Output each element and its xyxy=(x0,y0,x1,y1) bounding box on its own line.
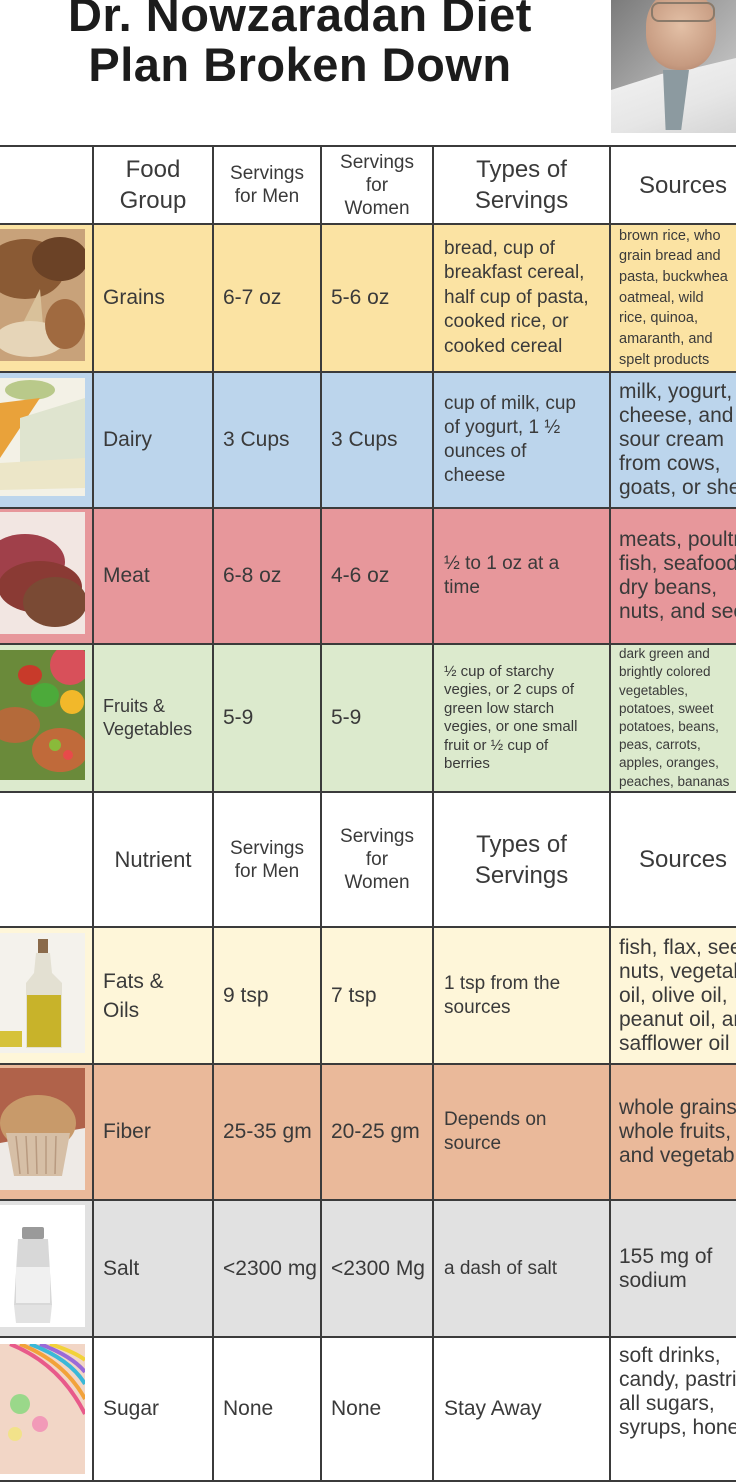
row-name: Fats & Oils xyxy=(92,926,214,1065)
grains-image xyxy=(0,223,94,373)
row-women: 3 Cups xyxy=(320,371,434,509)
header-servings-women: Servings for Women xyxy=(320,791,434,928)
table-row-dairy: Dairy 3 Cups 3 Cups cup of milk, cup of … xyxy=(0,371,736,509)
row-women: 5-9 xyxy=(320,643,434,793)
title-line-2: Plan Broken Down xyxy=(88,38,512,91)
fiber-image xyxy=(0,1063,94,1201)
header-servings-women: Servings for Women xyxy=(320,145,434,225)
row-men: 3 Cups xyxy=(212,371,322,509)
table-row-salt: Salt <2300 mg <2300 Mg a dash of salt 15… xyxy=(0,1199,736,1338)
header-servings-men: Servings for Men xyxy=(212,791,322,928)
table-row-meat: Meat 6-8 oz 4-6 oz ½ to 1 oz at a time m… xyxy=(0,507,736,645)
row-sources: milk, yogurt, cheese, and sour cream fro… xyxy=(609,371,736,509)
row-name: Fiber xyxy=(92,1063,214,1201)
row-women: 7 tsp xyxy=(320,926,434,1065)
header-food-group: Food Group xyxy=(92,145,214,225)
salt-image xyxy=(0,1199,94,1338)
row-name: Grains xyxy=(92,223,214,373)
doctor-photo xyxy=(611,0,736,133)
row-types: bread, cup of breakfast cereal, half cup… xyxy=(432,223,611,373)
row-types: ½ to 1 oz at a time xyxy=(432,507,611,645)
header-sources: Sources xyxy=(609,145,736,225)
row-name: Salt xyxy=(92,1199,214,1338)
page-title: Dr. Nowzaradan Diet Plan Broken Down xyxy=(0,0,600,90)
row-women: None xyxy=(320,1336,434,1482)
sugar-image xyxy=(0,1336,94,1482)
candy-icon xyxy=(0,1342,87,1474)
doctor-glasses xyxy=(651,2,715,22)
row-men: 9 tsp xyxy=(212,926,322,1065)
row-types: Depends on source xyxy=(432,1063,611,1201)
title-line-1: Dr. Nowzaradan Diet xyxy=(68,0,532,41)
row-sources: fish, flax, seed nuts, vegetab oil, oliv… xyxy=(609,926,736,1065)
row-men: 6-8 oz xyxy=(212,507,322,645)
dairy-cheese-icon xyxy=(0,378,85,496)
row-sources: brown rice, who grain bread and pasta, b… xyxy=(609,223,736,373)
header-types-of-servings: Types of Servings xyxy=(432,791,611,928)
table-row-fruits-vegetables: Fruits & Vegetables 5-9 5-9 ½ cup of sta… xyxy=(0,643,736,793)
row-men: 6-7 oz xyxy=(212,223,322,373)
table-row-fats-oils: Fats & Oils 9 tsp 7 tsp 1 tsp from the s… xyxy=(0,926,736,1065)
row-name: Fruits & Vegetables xyxy=(92,643,214,793)
row-men: <2300 mg xyxy=(212,1199,322,1338)
row-women: 4-6 oz xyxy=(320,507,434,645)
fruits-vegetables-image xyxy=(0,643,94,793)
row-sources: soft drinks, candy, pastrie all sugars, … xyxy=(609,1336,736,1482)
row-women: 5-6 oz xyxy=(320,223,434,373)
header-image-cell xyxy=(0,145,94,225)
header-nutrient: Nutrient xyxy=(92,791,214,928)
table-row-sugar: Sugar None None Stay Away soft drinks, c… xyxy=(0,1336,736,1482)
header-sources: Sources xyxy=(609,791,736,928)
row-women: <2300 Mg xyxy=(320,1199,434,1338)
row-name: Dairy xyxy=(92,371,214,509)
row-types: Stay Away xyxy=(432,1336,611,1482)
meat-image xyxy=(0,507,94,645)
fats-oils-image xyxy=(0,926,94,1065)
row-name: Meat xyxy=(92,507,214,645)
table-row-grains: Grains 6-7 oz 5-6 oz bread, cup of break… xyxy=(0,223,736,373)
row-sources: meats, poultry fish, seafood, dry beans,… xyxy=(609,507,736,645)
table-row-fiber: Fiber 25-35 gm 20-25 gm Depends on sourc… xyxy=(0,1063,736,1201)
row-men: 5-9 xyxy=(212,643,322,793)
muffin-icon xyxy=(0,1068,85,1190)
header-servings-men: Servings for Men xyxy=(212,145,322,225)
meat-steak-icon xyxy=(0,512,87,634)
row-men: 25-35 gm xyxy=(212,1063,322,1201)
row-name: Sugar xyxy=(92,1336,214,1482)
row-sources: 155 mg of sodium xyxy=(609,1199,736,1338)
diet-table: Food Group Servings for Men Servings for… xyxy=(0,145,736,1482)
row-women: 20-25 gm xyxy=(320,1063,434,1201)
row-types: cup of milk, cup of yogurt, 1 ½ ounces o… xyxy=(432,371,611,509)
grains-bread-icon xyxy=(0,229,88,361)
dairy-image xyxy=(0,371,94,509)
row-sources: whole grains, whole fruits, and vegetabl… xyxy=(609,1063,736,1201)
header-image-cell xyxy=(0,791,94,928)
header-types-of-servings: Types of Servings xyxy=(432,145,611,225)
row-types: ½ cup of starchy vegies, or 2 cups of gr… xyxy=(432,643,611,793)
salt-shaker-icon xyxy=(0,1204,85,1327)
food-header-row: Food Group Servings for Men Servings for… xyxy=(0,145,736,225)
row-sources: dark green and brightly colored vegetabl… xyxy=(609,643,736,793)
row-types: 1 tsp from the sources xyxy=(432,926,611,1065)
olive-oil-bottle-icon xyxy=(0,932,85,1053)
fruits-vegetables-icon xyxy=(0,646,90,780)
row-men: None xyxy=(212,1336,322,1482)
nutrient-header-row: Nutrient Servings for Men Servings for W… xyxy=(0,791,736,928)
row-types: a dash of salt xyxy=(432,1199,611,1338)
doctor-face xyxy=(646,0,716,70)
